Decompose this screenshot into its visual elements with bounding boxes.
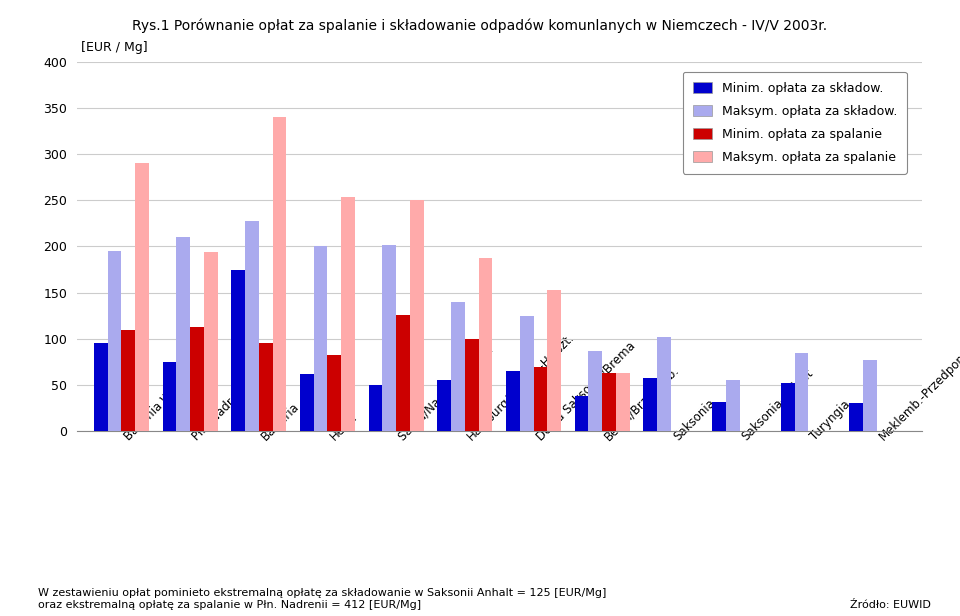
Bar xyxy=(602,373,616,431)
Bar xyxy=(850,403,863,431)
Bar xyxy=(327,355,341,431)
Bar xyxy=(245,221,259,431)
Bar xyxy=(369,385,382,431)
Bar xyxy=(341,197,355,431)
Bar xyxy=(712,402,726,431)
Bar xyxy=(300,374,314,431)
Bar xyxy=(410,200,423,431)
Bar xyxy=(122,330,135,431)
Bar xyxy=(396,315,410,431)
Bar xyxy=(575,396,588,431)
Bar xyxy=(314,246,327,431)
Text: [EUR / Mg]: [EUR / Mg] xyxy=(81,41,148,54)
Bar xyxy=(162,362,177,431)
Bar xyxy=(94,344,108,431)
Bar xyxy=(658,337,671,431)
Bar xyxy=(273,117,286,431)
Bar xyxy=(382,245,396,431)
Bar xyxy=(177,237,190,431)
Bar xyxy=(863,360,876,431)
Bar xyxy=(780,383,795,431)
Bar xyxy=(465,339,479,431)
Bar xyxy=(519,316,534,431)
Bar xyxy=(108,251,122,431)
Bar xyxy=(616,373,630,431)
Bar xyxy=(204,252,218,431)
Bar xyxy=(547,290,561,431)
Bar xyxy=(479,259,492,431)
Text: Źródło: EUWID: Źródło: EUWID xyxy=(851,600,931,610)
Bar xyxy=(588,351,602,431)
Bar xyxy=(726,380,739,431)
Bar xyxy=(190,326,204,431)
Legend: Minim. opłata za składow., Maksym. opłata za składow., Minim. opłata za spalanie: Minim. opłata za składow., Maksym. opłat… xyxy=(683,71,907,174)
Bar xyxy=(451,302,465,431)
Text: Rys.1 Porównanie opłat za spalanie i składowanie odpadów komunlanych w Niemczech: Rys.1 Porównanie opłat za spalanie i skł… xyxy=(132,18,828,33)
Bar xyxy=(643,378,658,431)
Text: W zestawieniu opłat pominieto ekstremalną opłatę za składowanie w Saksonii Anhal: W zestawieniu opłat pominieto ekstremaln… xyxy=(38,588,607,610)
Bar xyxy=(795,352,808,431)
Bar xyxy=(135,163,149,431)
Bar xyxy=(259,344,273,431)
Bar xyxy=(438,380,451,431)
Bar xyxy=(534,367,547,431)
Bar xyxy=(231,270,245,431)
Bar xyxy=(506,371,519,431)
